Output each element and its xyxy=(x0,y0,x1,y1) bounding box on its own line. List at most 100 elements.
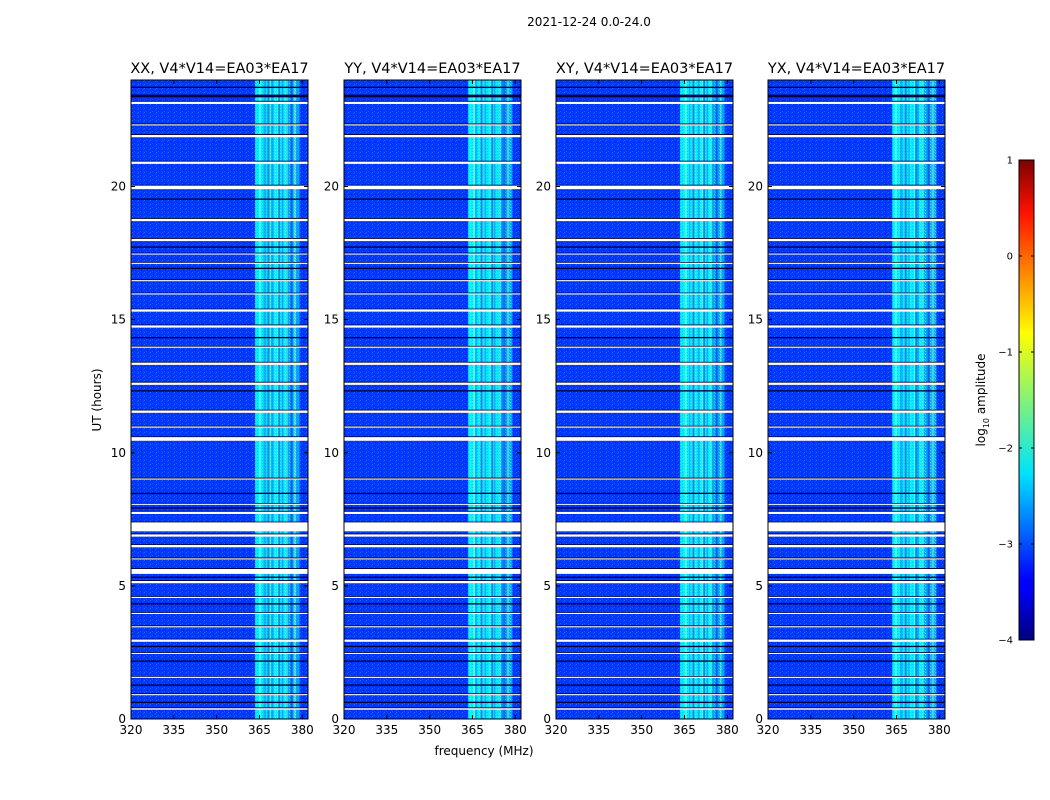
flagged-row xyxy=(131,253,308,255)
band-stripe xyxy=(914,80,916,719)
flagged-row xyxy=(131,533,308,537)
dark-row xyxy=(344,684,521,686)
flagged-row xyxy=(344,308,521,312)
flagged-row xyxy=(556,185,733,190)
x-tick-label: 365 xyxy=(885,723,908,737)
dark-row xyxy=(131,492,308,495)
band-stripe xyxy=(720,80,722,719)
colorbar-label-sub: 10 xyxy=(982,418,991,428)
dark-row xyxy=(131,684,308,686)
band-stripe xyxy=(499,80,501,719)
x-tick-label: 335 xyxy=(162,723,185,737)
flagged-row xyxy=(556,596,733,599)
flagged-row xyxy=(768,362,945,365)
flagged-row xyxy=(768,134,945,138)
x-tick-label: 335 xyxy=(587,723,610,737)
dark-row xyxy=(131,390,308,392)
dark-row xyxy=(768,246,945,248)
colorbar-label: log10 amplitude xyxy=(974,354,991,447)
colorbar-tick-label: 0 xyxy=(1007,252,1013,263)
flagged-row xyxy=(768,293,945,295)
y-tick-label: 10 xyxy=(536,446,551,460)
dark-row xyxy=(768,701,945,704)
flagged-row xyxy=(131,346,308,348)
flagged-row xyxy=(131,185,308,190)
colorbar: 10−1−2−3−4 log10 amplitude xyxy=(974,156,1035,647)
flagged-row xyxy=(556,382,733,385)
flagged-row xyxy=(556,346,733,348)
dark-row xyxy=(768,645,945,648)
flagged-row xyxy=(131,293,308,295)
flagged-row xyxy=(344,436,521,441)
y-axis-label: UT (hours) xyxy=(90,368,104,431)
flagged-row xyxy=(131,503,308,505)
flagged-row xyxy=(768,382,945,385)
panel-xy: XY, V4*V14=EA03*EA17 320 335 350 365 380 0 5 10 1… xyxy=(536,61,739,737)
panel-title: XY, V4*V14=EA03*EA17 xyxy=(556,61,733,77)
dark-row xyxy=(344,246,521,248)
dark-row xyxy=(556,390,733,392)
y-tick-label: 20 xyxy=(748,180,763,194)
flagged-row xyxy=(131,639,308,642)
flagged-row xyxy=(344,262,521,264)
flagged-row xyxy=(131,279,308,282)
panel-yy: YY, V4*V14=EA03*EA17 320 335 350 365 380 0 5 10 1… xyxy=(324,61,527,737)
flagged-row xyxy=(344,652,521,654)
figure-suptitle: 2021-12-24 0.0-24.0 xyxy=(527,15,651,29)
x-tick-label: 335 xyxy=(799,723,822,737)
flagged-row xyxy=(344,382,521,385)
flagged-row xyxy=(344,568,521,574)
panel-yx: YX, V4*V14=EA03*EA17 320 335 350 365 380 0 5 10 1… xyxy=(748,61,951,737)
flagged-row xyxy=(556,101,733,104)
colorbar-gradient xyxy=(1018,159,1035,641)
flagged-row xyxy=(556,238,733,242)
dark-row xyxy=(344,86,521,88)
band-stripe xyxy=(701,80,705,719)
x-tick-label: 365 xyxy=(673,723,696,737)
flagged-row xyxy=(556,503,733,505)
colorbar-tick-label: −2 xyxy=(998,444,1013,455)
flagged-row xyxy=(768,262,945,264)
band-gap xyxy=(278,80,281,719)
band-gap xyxy=(915,80,918,719)
y-tick-label: 0 xyxy=(118,712,126,726)
dark-row xyxy=(344,660,521,662)
dark-row xyxy=(344,492,521,495)
flagged-row xyxy=(768,324,945,328)
dark-row xyxy=(344,645,521,648)
dark-row xyxy=(556,86,733,88)
flagged-row xyxy=(344,478,521,480)
band-stripe xyxy=(899,80,903,719)
flagged-row xyxy=(768,478,945,480)
flagged-row xyxy=(131,123,308,126)
flagged-row xyxy=(556,324,733,328)
dark-row xyxy=(556,645,733,648)
x-tick-label: 320 xyxy=(333,723,356,737)
flagged-row xyxy=(556,308,733,312)
band-stripe xyxy=(286,80,288,719)
flagged-row xyxy=(344,625,521,628)
flagged-row xyxy=(556,123,733,126)
flagged-row xyxy=(131,580,308,584)
flagged-row xyxy=(768,676,945,678)
band-stripe xyxy=(293,80,296,719)
dark-row xyxy=(556,492,733,495)
flagged-row xyxy=(556,511,733,514)
y-tick-label: 15 xyxy=(536,313,551,327)
dark-row xyxy=(768,86,945,88)
y-tick-label: 15 xyxy=(111,313,126,327)
panel-frame xyxy=(130,79,309,720)
band-stripe xyxy=(698,80,700,719)
dark-row xyxy=(556,507,733,509)
x-tick-label: 320 xyxy=(757,723,780,737)
y-tick-label: 0 xyxy=(331,712,339,726)
band-stripe xyxy=(895,80,898,719)
flagged-row xyxy=(556,436,733,441)
flagged-row xyxy=(556,478,733,480)
dark-row xyxy=(344,507,521,509)
dark-row xyxy=(344,94,521,98)
flagged-row xyxy=(556,134,733,138)
flagged-row xyxy=(768,652,945,654)
flagged-row xyxy=(556,707,733,710)
dark-row xyxy=(131,645,308,648)
